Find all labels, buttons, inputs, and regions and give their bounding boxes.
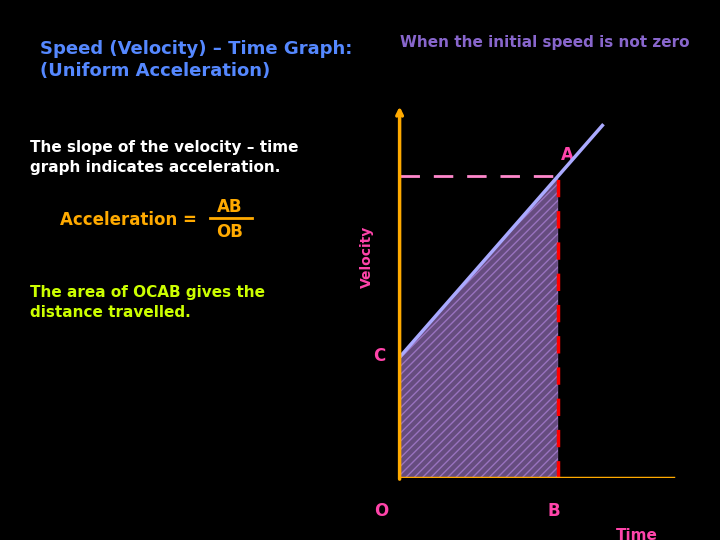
Text: When the initial speed is not zero: When the initial speed is not zero	[400, 35, 690, 50]
Text: distance travelled.: distance travelled.	[30, 305, 191, 320]
Text: AB: AB	[217, 198, 243, 216]
Text: Acceleration =: Acceleration =	[60, 211, 202, 229]
Text: The area of OCAB gives the: The area of OCAB gives the	[30, 285, 265, 300]
Text: A: A	[561, 146, 574, 164]
Text: B: B	[547, 502, 560, 520]
Text: The slope of the velocity – time: The slope of the velocity – time	[30, 140, 299, 155]
Text: Speed (Velocity) – Time Graph:: Speed (Velocity) – Time Graph:	[40, 40, 352, 58]
Text: O: O	[374, 502, 388, 520]
Polygon shape	[400, 176, 558, 478]
Text: graph indicates acceleration.: graph indicates acceleration.	[30, 160, 280, 175]
Text: (Uniform Acceleration): (Uniform Acceleration)	[40, 62, 270, 80]
Text: C: C	[373, 347, 386, 365]
Text: Velocity: Velocity	[359, 226, 374, 288]
Text: OB: OB	[217, 223, 243, 241]
Text: Time: Time	[616, 528, 657, 540]
